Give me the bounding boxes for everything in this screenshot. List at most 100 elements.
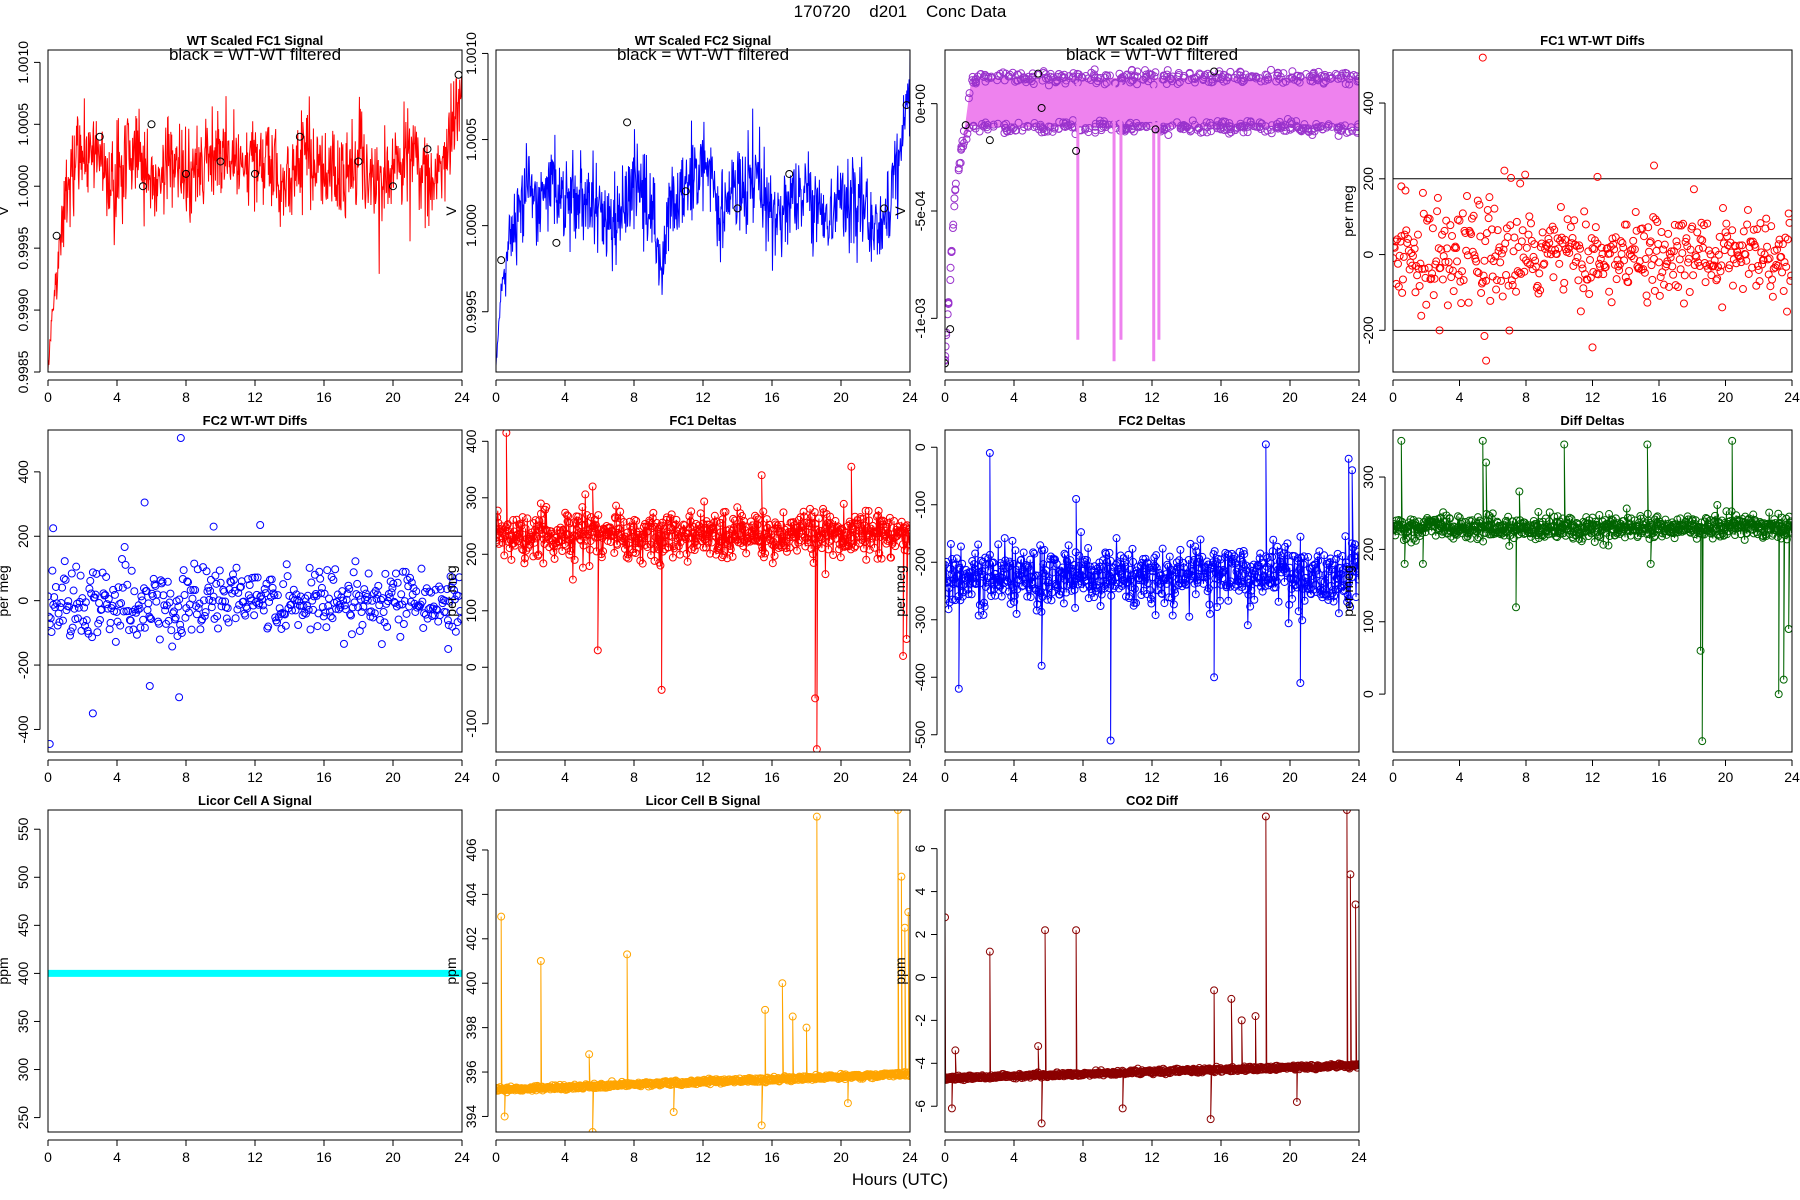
data-point: [1461, 228, 1470, 237]
data-point: [672, 515, 681, 524]
data-point: [1146, 586, 1155, 595]
data-point: [1243, 122, 1252, 131]
data-point: [258, 595, 267, 604]
data-point: [259, 606, 268, 615]
data-point: [496, 538, 501, 547]
data-point: [768, 559, 777, 568]
data-point: [1671, 281, 1680, 290]
data-point: [182, 169, 190, 178]
data-point: [669, 1108, 678, 1117]
y-tick-label: 1.0000: [15, 165, 31, 208]
data-point: [1304, 124, 1313, 133]
data-point: [648, 514, 657, 523]
data-point: [1577, 260, 1586, 269]
data-point: [865, 516, 874, 525]
data-point: [1553, 234, 1562, 243]
data-point: [176, 620, 185, 629]
data-point: [347, 630, 356, 639]
data-point: [735, 530, 744, 539]
panel-frame: [47, 49, 463, 373]
data-point: [1504, 512, 1513, 521]
data-point: [450, 586, 459, 595]
data-point: [267, 575, 276, 584]
data-point: [1314, 556, 1323, 565]
data-point: [401, 567, 410, 576]
data-point: [380, 618, 389, 627]
data-point: [1536, 243, 1545, 252]
data-point: [1666, 528, 1675, 537]
data-point: [1758, 260, 1767, 269]
data-point: [864, 507, 873, 516]
data-point: [1709, 262, 1718, 271]
data-point: [1783, 307, 1792, 316]
data-point: [1127, 571, 1136, 580]
data-point: [1272, 77, 1281, 86]
data-point: [552, 541, 561, 550]
data-point: [360, 585, 369, 594]
data-point: [657, 685, 666, 694]
data-point: [1614, 262, 1623, 271]
data-point: [668, 553, 677, 562]
data-point: [1679, 219, 1688, 228]
x-tick-label: 0: [492, 769, 500, 785]
data-point: [1320, 551, 1329, 560]
data-point: [1061, 122, 1070, 131]
data-point: [399, 620, 408, 629]
data-point: [1294, 607, 1303, 616]
data-point: [1151, 125, 1160, 134]
data-point: [1336, 122, 1345, 131]
data-point: [1449, 287, 1458, 296]
x-tick-label: 4: [1010, 769, 1018, 785]
data-point: [1403, 234, 1412, 243]
data-point: [1645, 238, 1654, 247]
data-point: [175, 693, 184, 702]
x-tick-label: 20: [1718, 389, 1734, 405]
data-point: [1409, 238, 1418, 247]
data-point: [1743, 220, 1752, 229]
data-point: [1320, 70, 1329, 79]
data-point: [949, 220, 958, 229]
data-point: [633, 538, 642, 547]
data-point: [1196, 535, 1205, 544]
data-point: [1095, 119, 1104, 128]
data-point: [1762, 214, 1771, 223]
data-point: [1216, 125, 1225, 134]
data-point: [782, 544, 791, 553]
data-point: [1581, 220, 1590, 229]
data-point: [1652, 246, 1661, 255]
y-tick-label: 394: [463, 1105, 479, 1129]
data-point: [48, 566, 57, 575]
data-point: [1408, 261, 1417, 270]
data-point: [1472, 267, 1481, 276]
data-point: [202, 567, 211, 576]
data-point: [1575, 241, 1584, 250]
data-point: [1133, 122, 1142, 131]
data-point: [1059, 122, 1068, 131]
data-point: [1048, 588, 1057, 597]
data-point: [1139, 75, 1148, 84]
data-point: [1072, 146, 1081, 155]
data-point: [1738, 285, 1747, 294]
data-point: [1472, 257, 1481, 266]
data-point: [1438, 275, 1447, 284]
data-point: [1646, 559, 1655, 568]
data-point: [1742, 256, 1751, 265]
data-point: [1000, 534, 1009, 543]
data-point: [1585, 289, 1594, 298]
data-point: [1037, 661, 1046, 670]
data-point: [377, 640, 386, 649]
data-point: [797, 527, 806, 536]
data-point: [903, 546, 910, 555]
data-point: [85, 584, 94, 593]
panel-title: FC2 WT-WT Diffs: [203, 413, 308, 428]
data-point: [392, 602, 401, 611]
data-point: [132, 630, 141, 639]
data-point: [861, 506, 870, 515]
data-point: [1753, 261, 1762, 270]
data-point: [1225, 129, 1234, 138]
data-point: [613, 540, 622, 549]
data-point: [1532, 526, 1541, 535]
data-point: [1531, 262, 1540, 271]
data-point: [1130, 73, 1139, 82]
